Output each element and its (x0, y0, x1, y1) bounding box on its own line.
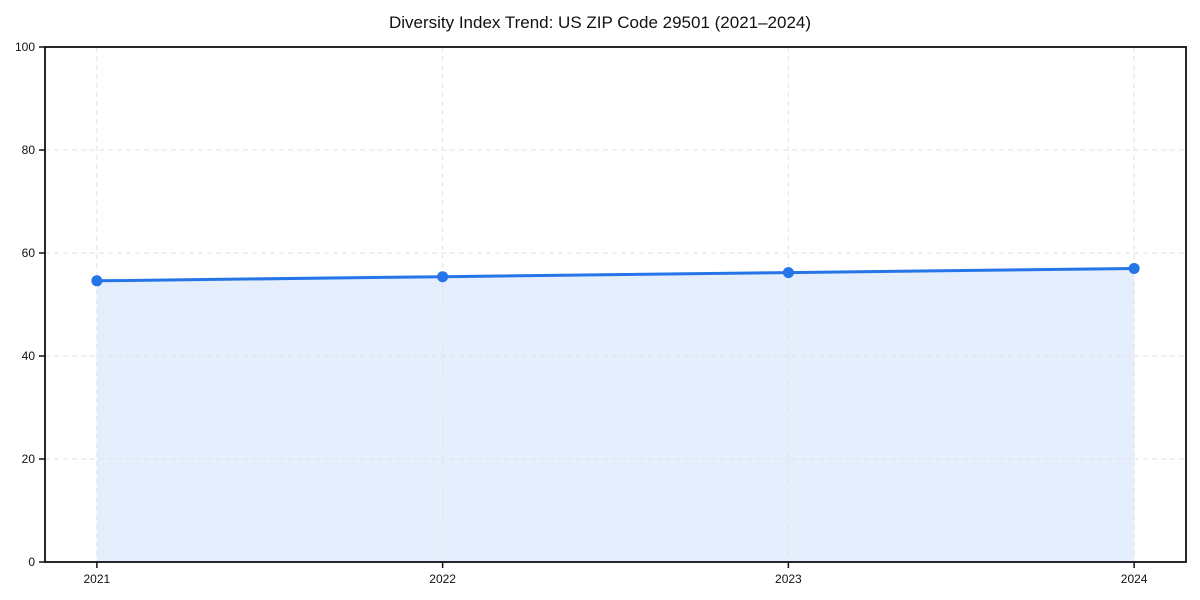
y-tick-label: 40 (22, 349, 36, 363)
x-tick-label: 2021 (84, 572, 111, 586)
data-line (95, 266, 1136, 283)
y-tick-label: 0 (28, 555, 35, 569)
axes-spines (44, 46, 1187, 563)
area-fill (96, 268, 1135, 562)
chart-title: Diversity Index Trend: US ZIP Code 29501… (388, 13, 812, 32)
y-tick-label: 80 (22, 143, 36, 157)
data-point-marker (782, 267, 794, 279)
data-point-marker (91, 275, 103, 287)
y-tick-label: 60 (22, 246, 36, 260)
y-tick-label: 20 (22, 452, 36, 466)
x-tick-label: 2024 (1121, 572, 1148, 586)
x-tick-label: 2022 (429, 572, 456, 586)
data-point-marker (437, 271, 449, 283)
y-tick-label: 100 (15, 40, 35, 54)
x-tick-label: 2023 (775, 572, 802, 586)
data-point-marker (1128, 262, 1140, 274)
